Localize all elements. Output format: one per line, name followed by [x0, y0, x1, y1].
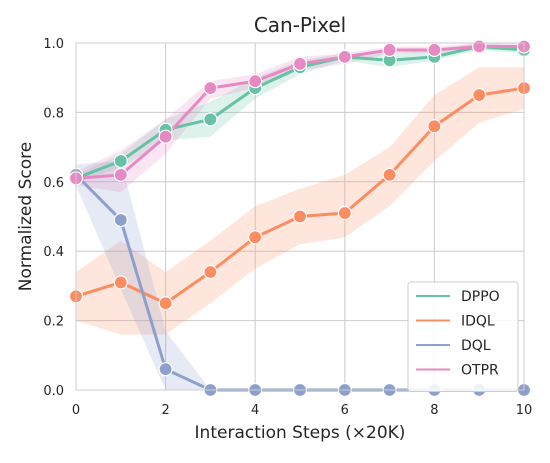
legend-box: [407, 281, 519, 392]
legend-label-otpr: OTPR: [461, 363, 499, 379]
otpr-point: [158, 129, 173, 144]
dql-confidence-band: [76, 160, 524, 390]
legend-label-idql: IDQL: [461, 314, 495, 330]
idql-point: [427, 119, 442, 134]
x-tick-label: 10: [516, 403, 533, 418]
y-tick-label: 0.6: [43, 176, 64, 191]
series-markers: [68, 39, 532, 398]
dql-point: [158, 362, 173, 377]
otpr-point: [203, 81, 218, 96]
idql-point: [113, 275, 128, 290]
otpr-point: [292, 56, 308, 71]
idql-point: [382, 167, 397, 182]
idql-point: [158, 296, 173, 311]
idql-point: [248, 230, 263, 245]
x-axis-label: Interaction Steps (×20K): [195, 423, 406, 443]
idql-confidence-band: [76, 67, 524, 335]
y-axis-label: Normalized Score: [16, 142, 36, 291]
y-tick-label: 0.4: [43, 245, 64, 260]
otpr-point: [472, 39, 487, 54]
legend-label-dql: DQL: [461, 338, 491, 354]
y-tick-label: 0.0: [43, 384, 64, 399]
x-tick-label: 0: [72, 403, 80, 418]
tick-labels: 0 2 4 6 8 10 0.0 0.2 0.4 0.6 0.8 1.0: [43, 37, 532, 418]
idql-point: [337, 205, 352, 221]
dql-point: [113, 212, 128, 228]
y-tick-label: 0.2: [43, 315, 64, 330]
otpr-point: [382, 42, 397, 58]
chart-title: Can-Pixel: [254, 13, 346, 37]
legend: DPPO IDQL DQL OTPR: [407, 281, 519, 392]
dppo-point: [203, 112, 218, 127]
dppo-point: [113, 153, 128, 169]
otpr-point: [113, 167, 128, 182]
y-tick-label: 1.0: [43, 37, 64, 52]
idql-point: [472, 87, 487, 103]
idql-point: [292, 209, 308, 224]
x-tick-label: 2: [161, 403, 169, 418]
x-tick-label: 8: [430, 403, 438, 418]
idql-point: [203, 264, 218, 280]
x-tick-label: 4: [251, 403, 259, 418]
otpr-point: [248, 74, 263, 89]
x-tick-label: 6: [341, 403, 349, 418]
plot-frame: [75, 42, 525, 391]
otpr-point: [427, 42, 442, 58]
otpr-point: [337, 49, 352, 64]
y-tick-label: 0.8: [43, 106, 64, 121]
legend-label-dppo: DPPO: [461, 289, 500, 305]
